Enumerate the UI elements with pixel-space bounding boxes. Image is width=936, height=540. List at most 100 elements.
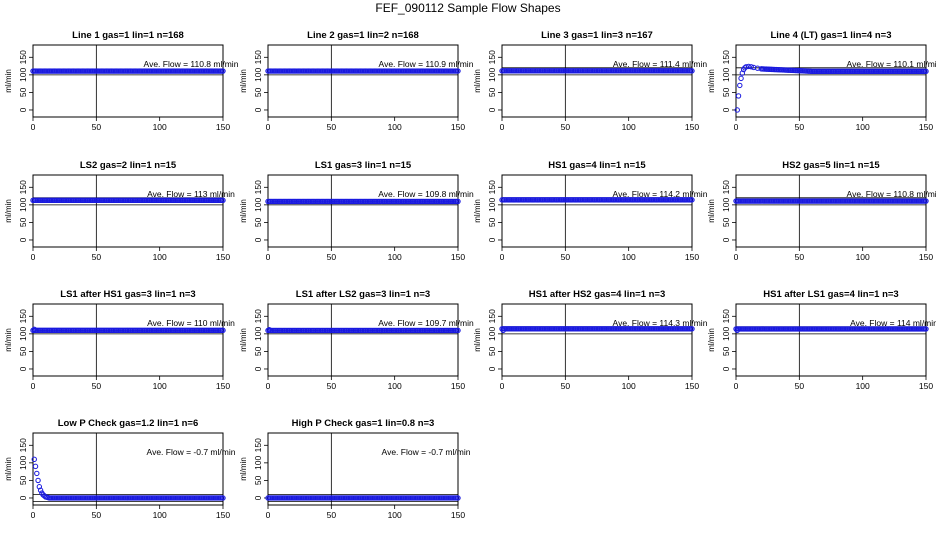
x-tick-label: 100 [388,381,402,391]
data-point [923,198,929,204]
average-flow-annotation: Ave. Flow = 110.9 ml/min [379,59,474,69]
data-point [689,68,695,74]
data-point [455,198,461,205]
average-flow-annotation: Ave. Flow = 113 ml/min [147,189,235,199]
data-point [923,326,929,332]
x-tick-label: 50 [327,510,337,520]
data-point [748,64,754,70]
data-point [455,327,461,334]
y-tick-label: 100 [18,67,28,81]
data-point [37,487,44,493]
y-axis-label: ml/min [473,328,482,352]
data-point [220,327,226,334]
y-tick-label: 100 [487,197,497,211]
panel-title: Line 1 gas=1 lin=1 n=168 [72,30,184,41]
x-tick-label: 0 [734,122,739,132]
y-axis-label: ml/min [239,457,248,481]
data-point [745,63,752,70]
x-tick-label: 100 [388,122,402,132]
y-tick-label: 0 [18,237,28,242]
x-tick-label: 0 [31,252,36,262]
y-tick-label: 50 [721,346,731,356]
y-tick-label: 0 [253,366,263,371]
panel-title: LS2 gas=2 lin=1 n=15 [80,160,177,171]
data-point [689,326,695,332]
data-point [754,65,761,71]
y-tick-label: 100 [253,455,263,469]
x-tick-label: 150 [451,122,465,132]
panel-title: High P Check gas=1 lin=0.8 n=3 [292,418,435,429]
x-tick-label: 150 [216,122,230,132]
y-tick-label: 100 [253,326,263,340]
x-tick-label: 50 [795,122,805,132]
y-tick-label: 150 [18,309,28,323]
panel-title: HS2 gas=5 lin=1 n=15 [782,160,880,171]
average-flow-annotation: Ave. Flow = 110 ml/min [147,318,235,328]
y-tick-label: 0 [18,107,28,112]
x-tick-label: 150 [685,252,699,262]
panel-4: Line 4 (LT) gas=1 lin=4 n=3 0 50 100 150 0 50 1… [707,30,936,132]
y-axis-label: ml/min [707,328,716,352]
panel-title: HS1 after LS1 gas=4 lin=1 n=3 [763,289,898,300]
plot-frame [267,44,459,118]
plot-frame [501,303,693,377]
y-axis-label: ml/min [4,69,13,93]
y-tick-label: 0 [253,495,263,500]
y-tick-label: 150 [721,50,731,64]
y-axis-label: ml/min [239,328,248,352]
plot-frame [32,44,224,118]
y-tick-label: 0 [721,107,731,112]
panel-5: LS2 gas=2 lin=1 n=15 0 50 100 150 0 50 100 150 ml… [4,160,235,262]
panel-2: Line 2 gas=1 lin=2 n=168 0 50 100 150 0 50 100 1… [239,30,474,132]
y-axis-label: ml/min [473,69,482,93]
y-axis-label: ml/min [4,457,13,481]
data-point [220,495,226,501]
y-tick-label: 50 [253,217,263,227]
y-tick-label: 0 [18,366,28,371]
x-tick-label: 50 [561,122,571,132]
data-point [923,68,929,75]
panel-13: Low P Check gas=1.2 lin=1 n=6 0 50 100 150 0 5… [4,418,236,520]
y-tick-label: 50 [253,475,263,485]
y-tick-label: 150 [253,438,263,452]
y-tick-label: 150 [18,180,28,194]
panel-12: HS1 after LS1 gas=4 lin=1 n=3 0 50 100 150 0 5… [707,289,936,391]
average-flow-annotation: Ave. Flow = 110.1 ml/min [847,59,936,69]
y-axis-label: ml/min [707,199,716,223]
panel-11: HS1 after HS2 gas=4 lin=1 n=3 0 50 100 150 0 5… [473,289,708,391]
panel-title: LS1 after LS2 gas=3 lin=1 n=3 [296,289,430,300]
x-tick-label: 0 [31,510,36,520]
y-tick-label: 0 [253,237,263,242]
y-tick-label: 50 [18,475,28,485]
plot-frame [735,174,927,248]
x-tick-label: 100 [388,252,402,262]
x-tick-label: 100 [153,381,167,391]
plot-frame [267,303,459,377]
x-tick-label: 150 [216,381,230,391]
panel-3: Line 3 gas=1 lin=3 n=167 0 50 100 150 0 50 100 1… [473,30,707,132]
x-tick-label: 150 [919,252,933,262]
plot-frame [501,44,693,118]
y-tick-label: 50 [18,346,28,356]
y-axis-label: ml/min [4,199,13,223]
x-tick-label: 0 [500,122,505,132]
x-tick-label: 150 [451,252,465,262]
x-tick-label: 150 [451,510,465,520]
panel-title: HS1 after HS2 gas=4 lin=1 n=3 [529,289,666,300]
x-tick-label: 150 [216,252,230,262]
data-point [34,470,40,477]
panel-title: LS1 gas=3 lin=1 n=15 [315,160,412,171]
average-flow-annotation: Ave. Flow = -0.7 ml/min [382,447,471,457]
x-tick-label: 50 [795,252,805,262]
y-axis-label: ml/min [239,199,248,223]
x-tick-label: 50 [327,252,337,262]
y-tick-label: 100 [18,197,28,211]
x-tick-label: 100 [622,252,636,262]
x-tick-label: 50 [92,510,102,520]
x-tick-label: 0 [266,252,271,262]
y-tick-label: 0 [721,366,731,371]
x-tick-label: 100 [153,252,167,262]
y-tick-label: 100 [487,326,497,340]
data-point [735,93,742,99]
